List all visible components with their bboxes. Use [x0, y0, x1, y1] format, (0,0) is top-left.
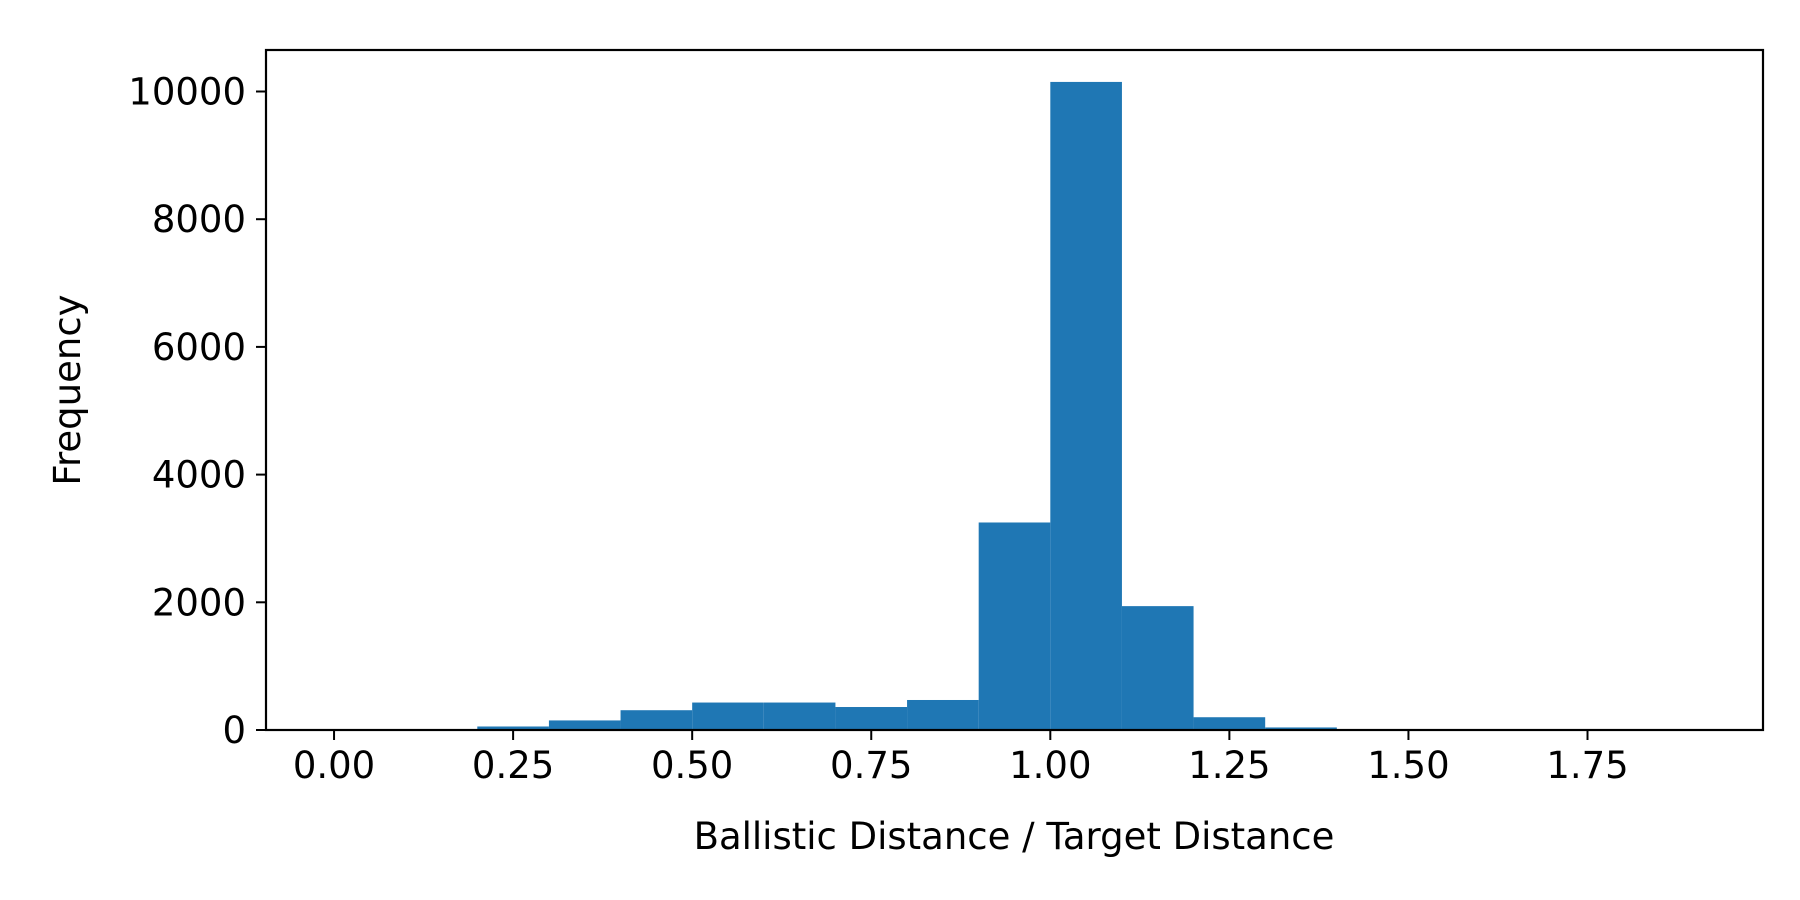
x-tick-label: 1.75 [1546, 744, 1628, 787]
histogram-bar [477, 726, 549, 730]
histogram-bar [1193, 717, 1266, 730]
x-axis: 0.00 0.25 0.50 0.75 1.00 1.25 1.50 1.75 [293, 730, 1629, 787]
histogram-bar [1121, 606, 1194, 730]
x-tick-label: 0.00 [293, 744, 375, 787]
y-tick-label: 6000 [152, 326, 246, 369]
histogram-bar [978, 522, 1051, 730]
x-axis-label: Ballistic Distance / Target Distance [694, 815, 1335, 858]
histogram-bars [405, 81, 1624, 731]
histogram-bar [692, 702, 764, 730]
y-tick-label: 2000 [152, 581, 246, 624]
histogram-bar [620, 710, 693, 730]
y-tick-label: 0 [222, 709, 246, 752]
x-tick-label: 1.50 [1367, 744, 1449, 787]
y-tick-label: 8000 [152, 198, 246, 241]
histogram-bar [1050, 81, 1122, 731]
histogram-bar [835, 707, 908, 730]
x-tick-label: 0.25 [472, 744, 554, 787]
y-axis-label: Frequency [46, 294, 89, 485]
x-tick-label: 0.75 [830, 744, 912, 787]
y-tick-label: 10000 [128, 71, 246, 114]
histogram-bar [1265, 727, 1337, 730]
plot-frame [264, 48, 1765, 732]
x-tick-label: 1.25 [1188, 744, 1270, 787]
y-tick-label: 4000 [152, 454, 246, 497]
histogram-bar [907, 699, 979, 730]
x-tick-label: 0.50 [651, 744, 733, 787]
y-axis: 0 2000 4000 6000 8000 10000 [128, 71, 266, 752]
histogram-bar [763, 702, 836, 730]
histogram-bar [548, 720, 621, 730]
x-tick-label: 1.00 [1009, 744, 1091, 787]
